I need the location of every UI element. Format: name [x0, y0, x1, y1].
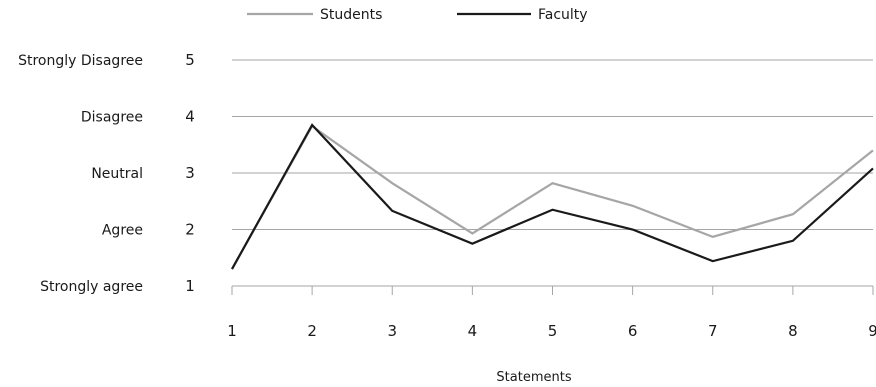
y-category-label-2: Agree [102, 223, 143, 239]
x-axis: 1 2 3 4 5 6 7 8 9 [227, 285, 876, 340]
legend-item-students: Students [247, 7, 382, 23]
legend-item-faculty: Faculty [457, 7, 588, 23]
y-tick-label-3: 3 [185, 164, 195, 182]
x-tick-label-7: 7 [708, 322, 718, 340]
x-axis-title: Statements [496, 370, 571, 385]
y-category-labels: Strongly Disagree Disagree Neutral Agree Str… [18, 53, 143, 295]
legend-label-students: Students [320, 7, 382, 23]
x-tick-label-6: 6 [628, 322, 638, 340]
y-tick-label-5: 5 [185, 51, 195, 69]
x-tick-label-4: 4 [468, 322, 478, 340]
gridlines [232, 59, 873, 230]
series-lines [231, 123, 874, 270]
x-tick-label-2: 2 [307, 322, 317, 340]
series-line-faculty [231, 123, 874, 270]
y-category-label-1: Strongly agree [40, 279, 143, 295]
x-tick-label-5: 5 [548, 322, 558, 340]
x-tick-label-3: 3 [387, 322, 397, 340]
y-category-label-4: Disagree [81, 110, 143, 126]
y-category-label-3: Neutral [91, 166, 143, 182]
y-tick-label-4: 4 [185, 108, 195, 126]
legend-label-faculty: Faculty [538, 7, 588, 23]
legend: Students Faculty [247, 7, 588, 23]
y-category-label-5: Strongly Disagree [18, 53, 143, 69]
y-tick-label-2: 2 [185, 221, 195, 239]
x-tick-label-8: 8 [788, 322, 798, 340]
x-tick-label-9: 9 [868, 322, 876, 340]
series-line-students [231, 124, 874, 270]
y-axis-ticks: 1 2 3 4 5 [185, 51, 195, 295]
x-tick-label-1: 1 [227, 322, 237, 340]
y-tick-label-1: 1 [185, 277, 195, 295]
